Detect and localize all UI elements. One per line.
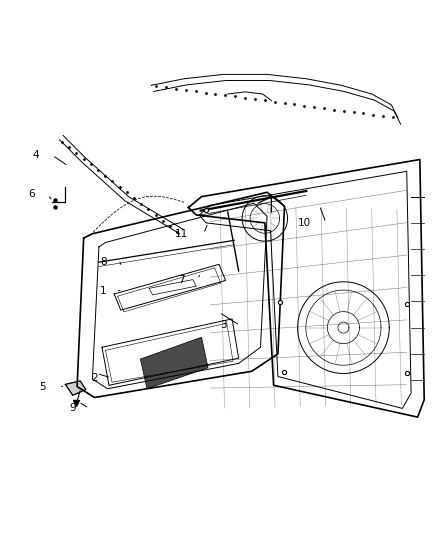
- Text: 11: 11: [175, 229, 188, 239]
- Text: 10: 10: [297, 218, 311, 228]
- Text: 2: 2: [91, 373, 98, 383]
- Text: 9: 9: [69, 403, 76, 414]
- Text: 7: 7: [179, 274, 185, 285]
- Polygon shape: [65, 381, 86, 395]
- Text: 8: 8: [100, 257, 106, 267]
- Text: 4: 4: [32, 150, 39, 160]
- Polygon shape: [141, 337, 208, 389]
- Text: 5: 5: [39, 382, 46, 392]
- Text: 6: 6: [28, 189, 35, 199]
- Text: 1: 1: [100, 286, 106, 295]
- Text: 3: 3: [220, 320, 227, 330]
